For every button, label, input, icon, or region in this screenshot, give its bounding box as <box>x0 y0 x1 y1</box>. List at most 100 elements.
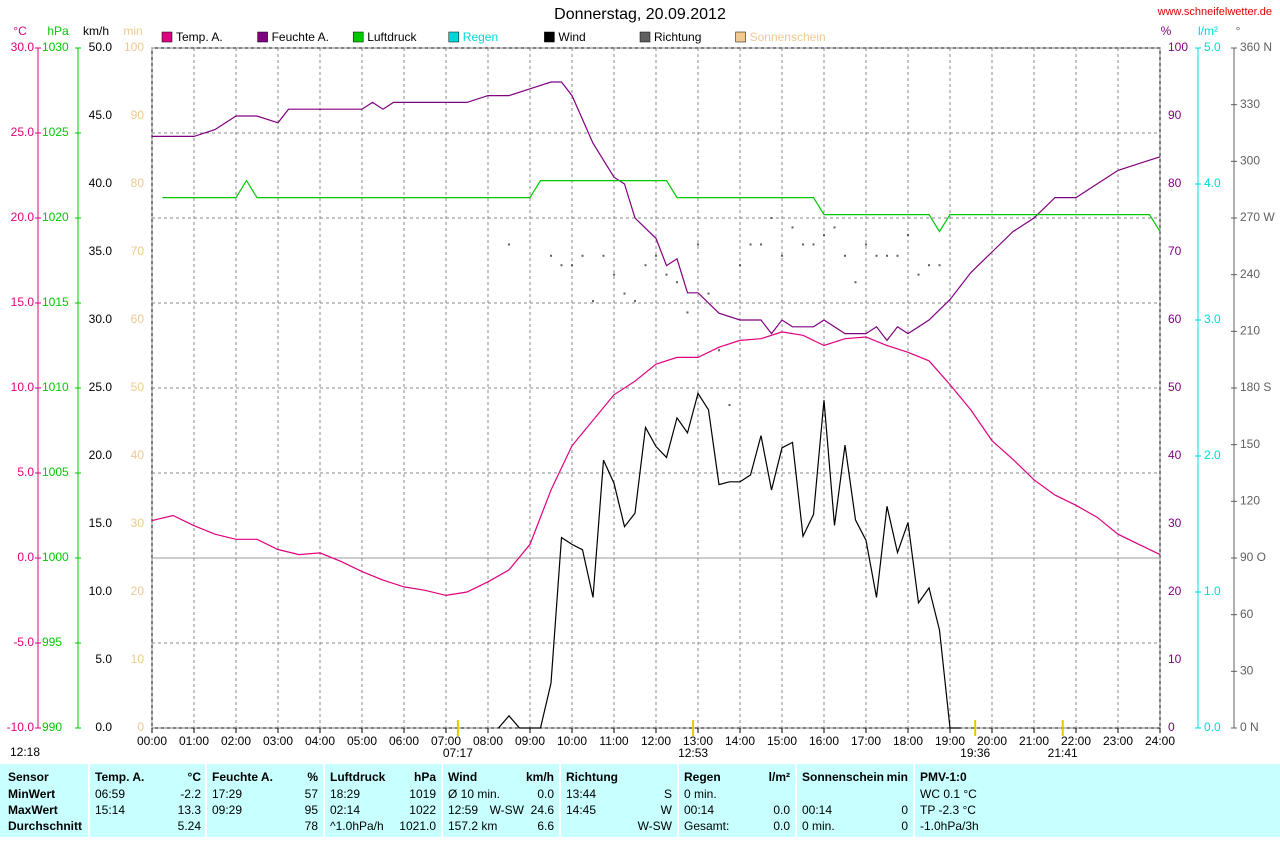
direction-dot <box>823 234 825 236</box>
x-tick-label: 02:00 <box>221 734 251 748</box>
y-tick-label: 1010 <box>42 380 69 394</box>
y-tick-label: 10.0 <box>89 584 113 598</box>
axis-unit: % <box>1161 24 1172 38</box>
table-cell: 0 <box>901 803 908 817</box>
y-tick-label: 90 <box>1168 108 1182 122</box>
table-cell: 14:45 <box>566 803 596 817</box>
series-line <box>152 81 1161 342</box>
table-cell: Wind <box>448 770 477 784</box>
y-tick-label: 995 <box>42 635 62 649</box>
y-tick-label: 50 <box>1168 380 1182 394</box>
y-tick-label: 1020 <box>42 210 69 224</box>
table-cell: Sonnenschein <box>802 770 884 784</box>
x-tick-label: 14:00 <box>725 734 755 748</box>
y-tick-label: 2.0 <box>1204 448 1221 462</box>
legend-swatch <box>161 31 173 43</box>
table-cell: hPa <box>414 770 436 784</box>
table-cell: 1021.0 <box>399 819 436 833</box>
table-cell: 157.2 km <box>448 819 497 833</box>
x-tick-label: 03:00 <box>263 734 293 748</box>
direction-dot <box>917 273 920 276</box>
table-cell: 0 min. <box>802 819 835 833</box>
y-tick-label: 180 S <box>1240 380 1271 394</box>
y-tick-label: 50.0 <box>89 40 113 54</box>
x-tick-label: 06:00 <box>389 734 419 748</box>
legend-label: Feuchte A. <box>272 30 329 44</box>
y-tick-label: 50 <box>131 380 145 394</box>
table-cell: Sensor <box>8 770 49 784</box>
y-tick-label: 30.0 <box>11 40 35 54</box>
direction-dot <box>686 311 689 314</box>
table-cell: WC 0.1 °C <box>920 787 977 801</box>
y-tick-label: -5.0 <box>13 635 34 649</box>
axis-unit: l/m² <box>1198 24 1218 38</box>
y-tick-label: 70 <box>1168 244 1182 258</box>
table-cell: S <box>664 787 672 801</box>
table-background <box>0 764 1280 837</box>
y-tick-label: 40.0 <box>89 176 113 190</box>
y-tick-label: 90 <box>131 108 145 122</box>
series-line <box>162 179 1161 233</box>
y-tick-label: 1015 <box>42 295 69 309</box>
y-tick-label: 5.0 <box>1204 40 1221 54</box>
y-tick-label: 0.0 <box>1204 720 1221 734</box>
direction-dot <box>550 254 552 257</box>
y-tick-label: 0.0 <box>17 550 34 564</box>
y-tick-label: 100 <box>1168 40 1188 54</box>
direction-dot <box>728 404 731 406</box>
table-cell: Regen <box>684 770 721 784</box>
legend-swatch <box>257 31 268 43</box>
y-tick-label: 60 <box>1240 607 1254 621</box>
x-tick-label: 13:00 <box>683 734 713 748</box>
table-cell: 0 <box>901 819 908 833</box>
legend-label: Wind <box>558 30 585 44</box>
direction-dot <box>781 254 783 257</box>
table-cell: Luftdruck <box>330 770 386 784</box>
y-tick-label: 990 <box>42 720 62 734</box>
y-tick-label: 20.0 <box>89 448 113 462</box>
annotation: 12:18 <box>10 745 40 759</box>
x-tick-label: 18:00 <box>893 734 923 748</box>
y-tick-label: 1030 <box>42 40 69 54</box>
y-tick-label: -10.0 <box>7 720 35 734</box>
legend-swatch <box>544 31 555 43</box>
table-cell: -2.2 <box>180 787 201 801</box>
x-tick-label: 04:00 <box>305 734 335 748</box>
direction-dot <box>697 243 699 246</box>
table-cell: 0.0 <box>773 819 790 833</box>
direction-dot <box>581 254 584 257</box>
direction-dot <box>718 349 720 352</box>
direction-dot <box>854 281 857 284</box>
y-tick-label: 5.0 <box>17 465 34 479</box>
direction-dot <box>812 243 815 246</box>
y-tick-label: 25.0 <box>89 380 113 394</box>
x-tick-label: 08:00 <box>473 734 503 748</box>
table-cell: Durchschnitt <box>8 819 82 833</box>
table-cell: Gesamt: <box>684 819 729 833</box>
y-tick-label: 30 <box>1240 664 1254 678</box>
y-tick-label: 40 <box>1168 448 1182 462</box>
y-tick-label: 20 <box>1168 584 1182 598</box>
direction-dot <box>634 300 636 303</box>
x-tick-label: 09:00 <box>515 734 545 748</box>
y-tick-label: 10 <box>1168 652 1182 666</box>
table-cell: min <box>887 770 908 784</box>
y-tick-label: 70 <box>131 244 145 258</box>
table-cell: 95 <box>305 803 319 817</box>
table-cell: PMV-1:0 <box>920 770 967 784</box>
legend-label: Sonnenschein <box>750 30 826 44</box>
source: www.schneifelwetter.de <box>1157 6 1272 18</box>
legend-label: Temp. A. <box>176 30 223 44</box>
table-cell: 0.0 <box>773 803 790 817</box>
axis-unit: min <box>123 24 142 38</box>
y-tick-label: 15.0 <box>89 516 113 530</box>
legend-swatch <box>352 31 364 43</box>
table-cell: 15:14 <box>95 803 125 817</box>
axis-unit: ° <box>1236 24 1241 38</box>
table-cell: l/m² <box>769 770 790 784</box>
table-cell: 09:29 <box>212 803 242 817</box>
y-tick-label: 90 O <box>1240 550 1266 564</box>
y-tick-label: 20.0 <box>11 210 35 224</box>
table-cell: 5.24 <box>178 819 202 833</box>
